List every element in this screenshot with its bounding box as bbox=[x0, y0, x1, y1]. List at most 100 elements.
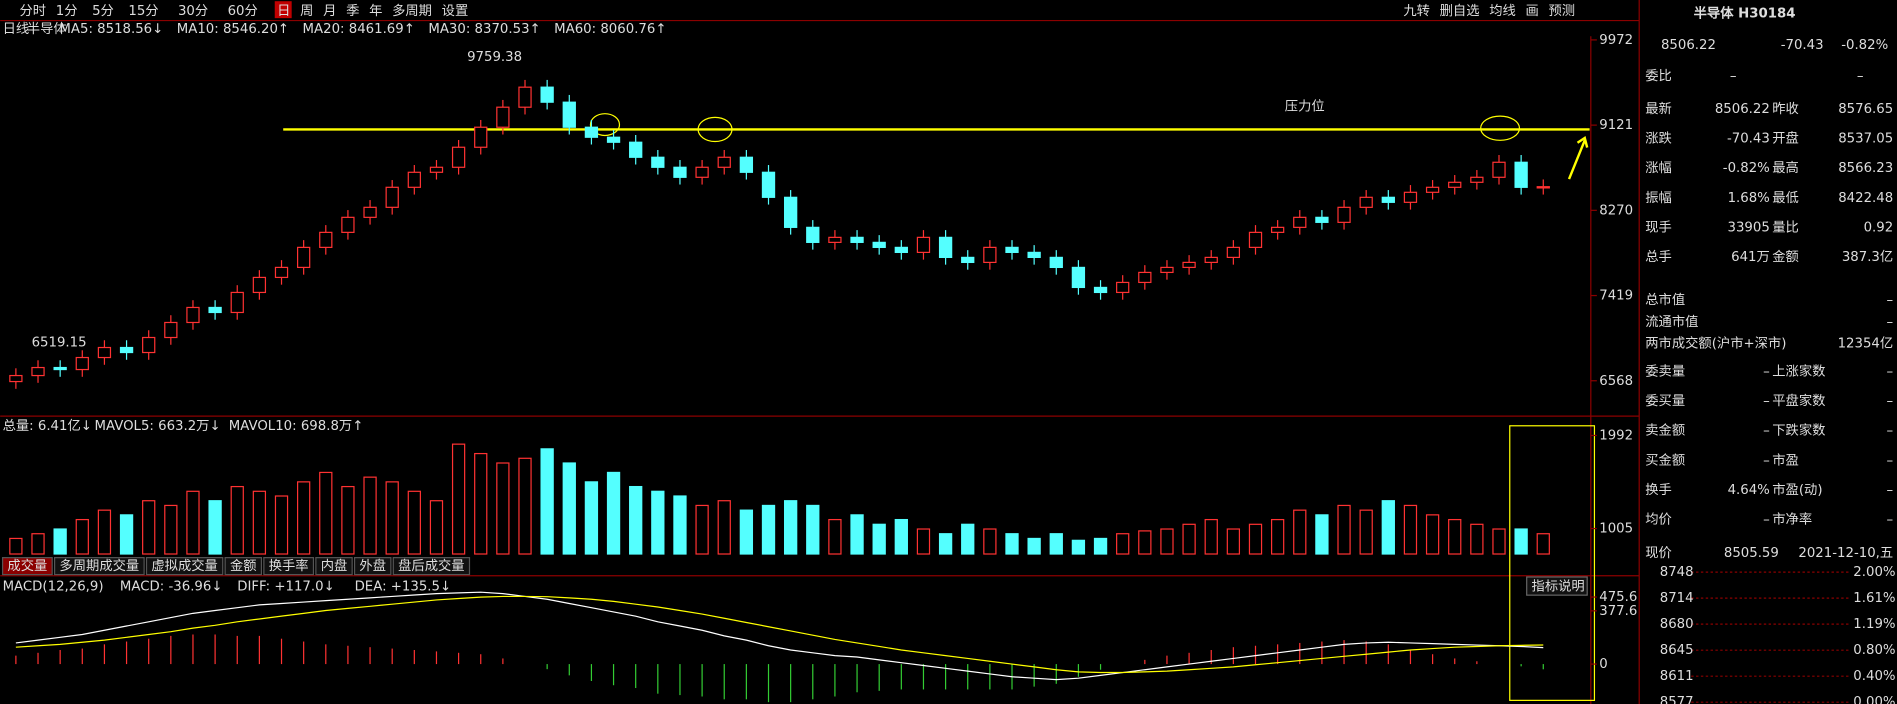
candle bbox=[584, 126, 599, 138]
tab-label[interactable]: 成交量 bbox=[7, 557, 47, 574]
volume-bar bbox=[606, 471, 621, 555]
macd-line bbox=[15, 591, 1544, 681]
label: – bbox=[1763, 424, 1770, 439]
volume-bar bbox=[1492, 528, 1506, 555]
label: 委卖量 bbox=[1645, 363, 1685, 379]
label: 均价 bbox=[1645, 512, 1672, 528]
candle bbox=[429, 166, 444, 173]
label: – bbox=[1887, 453, 1894, 468]
tab-label[interactable]: 外盘 bbox=[359, 557, 386, 574]
volume-bar bbox=[451, 443, 466, 555]
y-tick-label: 8645 bbox=[1660, 643, 1694, 658]
tool-button[interactable]: 预测 bbox=[1548, 3, 1575, 19]
legend-entry: MA60: 8060.76↑ bbox=[554, 22, 666, 37]
candle bbox=[872, 241, 886, 248]
volume-bar bbox=[1403, 504, 1418, 555]
volume-bar bbox=[761, 504, 776, 555]
period-button[interactable]: 年 bbox=[369, 3, 382, 19]
volume-bar bbox=[296, 481, 311, 555]
low-label: 6519.15 bbox=[32, 335, 87, 350]
macd-line bbox=[15, 595, 1544, 674]
label: 8576.65 bbox=[1838, 102, 1893, 117]
change: -70.43 bbox=[1781, 38, 1824, 53]
candle bbox=[961, 256, 975, 264]
period-button[interactable]: 设置 bbox=[442, 3, 469, 19]
volume-bar bbox=[142, 500, 156, 555]
tab-label[interactable]: 盘后成交量 bbox=[398, 557, 464, 574]
candle bbox=[119, 346, 134, 354]
volume-bar bbox=[208, 500, 222, 555]
volume-bar bbox=[341, 485, 355, 555]
candle bbox=[806, 226, 820, 243]
candle bbox=[1514, 161, 1528, 188]
candle bbox=[97, 346, 112, 359]
tab-label[interactable]: 内盘 bbox=[321, 557, 348, 574]
candle bbox=[75, 356, 89, 371]
y-tick-label: 6568 bbox=[1599, 374, 1633, 389]
tab bbox=[1, 557, 53, 576]
volume-bar bbox=[407, 490, 421, 555]
volume-bar bbox=[31, 533, 45, 555]
y-tick-label: 8748 bbox=[1660, 565, 1694, 580]
label: 8506.22 bbox=[1715, 102, 1770, 117]
candle bbox=[1226, 246, 1241, 259]
candle bbox=[385, 186, 399, 208]
candle bbox=[1138, 271, 1152, 284]
y-tick-label: 8680 bbox=[1660, 617, 1694, 632]
tool-button[interactable]: 均线 bbox=[1489, 3, 1516, 19]
volume-bar bbox=[164, 504, 178, 555]
period-button[interactable]: 月 bbox=[323, 4, 336, 19]
candle bbox=[31, 366, 45, 377]
period-button[interactable]: 60分 bbox=[228, 3, 258, 19]
tool-button[interactable]: 九转 bbox=[1403, 3, 1430, 19]
volume-bar bbox=[1027, 537, 1041, 555]
period-button[interactable]: 分时 bbox=[20, 3, 47, 19]
label: 4.64% bbox=[1728, 483, 1770, 498]
period-button[interactable]: 5分 bbox=[92, 3, 114, 19]
label: 市盈(动) bbox=[1772, 481, 1822, 498]
volume-bar bbox=[629, 485, 643, 555]
label: – bbox=[1887, 315, 1894, 330]
tab-label[interactable]: 换手率 bbox=[269, 557, 309, 574]
candle bbox=[142, 336, 156, 354]
label: 8505.59 bbox=[1724, 546, 1779, 561]
label: 12354亿 bbox=[1838, 336, 1894, 352]
candle bbox=[651, 156, 665, 168]
button bbox=[1526, 576, 1588, 596]
period-active bbox=[274, 1, 292, 19]
period-button[interactable]: 季 bbox=[346, 3, 359, 19]
tab-label[interactable]: 金额 bbox=[230, 558, 257, 574]
label: – bbox=[1887, 293, 1894, 308]
volume-bar bbox=[961, 523, 975, 555]
row-value: – bbox=[1730, 69, 1737, 84]
period-button[interactable]: 多周期 bbox=[392, 2, 432, 19]
tool-button[interactable]: 删自选 bbox=[1440, 3, 1480, 19]
y-tick-label: 475.6 bbox=[1599, 590, 1637, 605]
label: 1.68% bbox=[1728, 191, 1770, 206]
period-button[interactable]: 周 bbox=[300, 4, 313, 19]
label: – bbox=[1763, 513, 1770, 528]
button-label[interactable]: 指标说明 bbox=[1532, 579, 1585, 595]
tab-label[interactable]: 多周期成交量 bbox=[59, 557, 139, 574]
candle bbox=[1381, 196, 1395, 203]
y-tick-label: 377.6 bbox=[1599, 604, 1637, 619]
period-button[interactable]: 15分 bbox=[128, 3, 158, 19]
candle bbox=[1448, 181, 1462, 188]
label: 流通市值 bbox=[1645, 313, 1698, 330]
period-button[interactable]: 30分 bbox=[178, 3, 208, 19]
label: 现价 bbox=[1645, 546, 1672, 561]
period-button[interactable]: 1分 bbox=[56, 3, 78, 19]
volume-bar bbox=[872, 523, 886, 555]
volume-bar bbox=[1425, 514, 1440, 555]
label: 总手 bbox=[1645, 249, 1672, 265]
candle bbox=[1204, 256, 1218, 264]
y-tick-label: 8714 bbox=[1660, 591, 1694, 606]
legend-entry: MA5: 8518.56↓ bbox=[59, 22, 163, 37]
tab-label[interactable]: 虚拟成交量 bbox=[151, 557, 217, 574]
volume-bar bbox=[651, 490, 665, 555]
period-button[interactable]: 日 bbox=[277, 4, 290, 19]
label: 上涨家数 bbox=[1772, 362, 1825, 379]
volume-bar bbox=[186, 490, 200, 555]
tool-button[interactable]: 画 bbox=[1525, 4, 1538, 19]
